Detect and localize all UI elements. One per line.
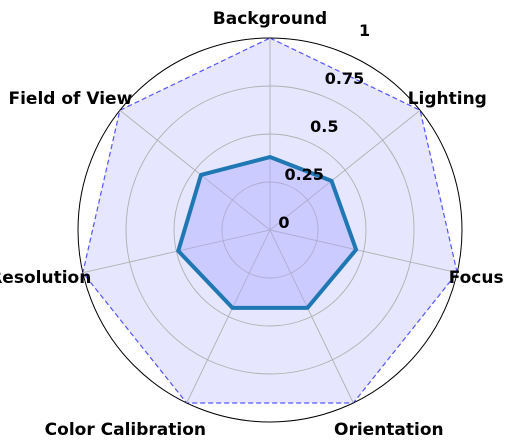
axis-label-resolution: Resolution bbox=[0, 268, 91, 288]
r-tick-label: 0.5 bbox=[310, 117, 338, 136]
axis-label-background: Background bbox=[213, 9, 327, 29]
axis-spoke bbox=[269, 109, 421, 231]
axis-label-orientation: Orientation bbox=[334, 420, 444, 440]
r-tick-label: 0.25 bbox=[284, 165, 323, 184]
r-tick-label: 0.75 bbox=[325, 69, 364, 88]
series-layer bbox=[176, 155, 359, 310]
r-tick-label: 1 bbox=[359, 21, 370, 40]
axis-label-field-of-view: Field of View bbox=[8, 89, 132, 109]
labels-layer: 0 0.25 0.5 0.75 1 Background Lighting Focus Orie… bbox=[0, 9, 504, 440]
axis-spoke bbox=[269, 229, 354, 404]
axis-label-focus: Focus bbox=[449, 268, 504, 288]
r-tick-label: 0 bbox=[278, 213, 289, 232]
axis-spoke bbox=[186, 229, 271, 404]
grid-layer bbox=[77, 37, 463, 423]
axis-label-lighting: Lighting bbox=[408, 89, 487, 109]
axis-spoke bbox=[269, 229, 458, 274]
series-polygon bbox=[176, 155, 359, 310]
axis-label-color-calibration: Color Calibration bbox=[45, 420, 206, 440]
axis-spoke bbox=[119, 109, 271, 231]
